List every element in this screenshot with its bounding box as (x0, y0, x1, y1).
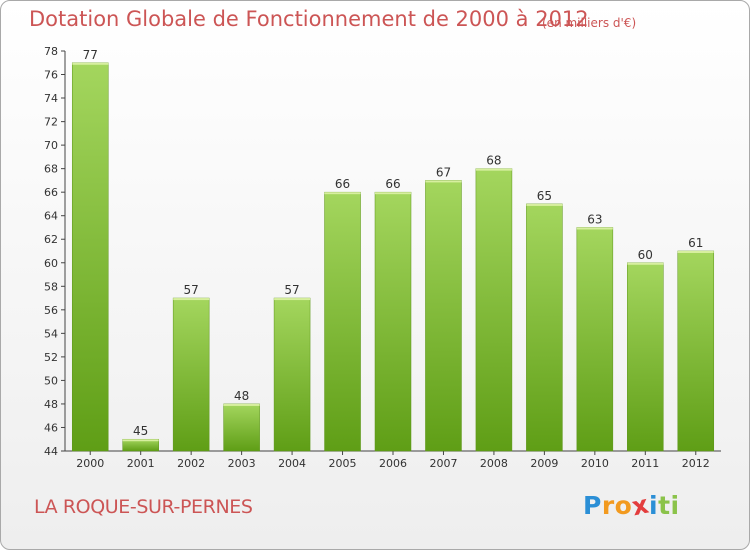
bar-chart: 44 46 48 50 52 54 56 58 60 62 64 66 68 70 72 74 76 78 2000… (44, 45, 721, 470)
x-tick-label: 2008 (480, 457, 508, 470)
bar-highlight (122, 439, 159, 442)
bar-2004 (273, 297, 311, 452)
bar-highlight (72, 62, 109, 65)
logo-letter: o (614, 491, 633, 520)
y-tick-label: 68 (44, 163, 58, 176)
y-tick-label: 72 (44, 116, 58, 129)
bar-2005 (324, 191, 361, 452)
axes: 44 46 48 50 52 54 56 58 60 62 64 66 68 70 72 74 76 78 2000… (44, 45, 721, 470)
x-tick-label: 2005 (329, 457, 357, 470)
x-tick-label: 2002 (177, 457, 205, 470)
data-label-2003: 48 (234, 389, 249, 403)
x-tick-label: 2010 (581, 457, 609, 470)
bar-2006 (374, 191, 412, 452)
y-tick-label: 60 (44, 257, 58, 270)
bar-2003 (223, 403, 260, 452)
data-label-2010: 63 (587, 212, 602, 226)
x-tick-label: 2011 (631, 457, 659, 470)
bar-highlight (274, 298, 311, 301)
y-tick-label: 54 (44, 327, 58, 340)
bar-highlight (627, 262, 664, 265)
y-tick-label: 78 (44, 45, 58, 58)
y-tick-label: 46 (44, 421, 58, 434)
bar-highlight (677, 251, 714, 253)
logo-letter: i (670, 491, 680, 520)
bar-highlight (576, 227, 613, 230)
y-tick-label: 56 (44, 304, 58, 317)
data-label-2000: 77 (83, 48, 98, 62)
x-tick-label: 2004 (278, 457, 306, 470)
bar-highlight (375, 192, 411, 195)
x-tick-label: 2003 (228, 457, 256, 470)
data-label-2004: 57 (284, 283, 299, 297)
bar-highlight (223, 403, 260, 406)
x-tick-label: 2006 (379, 457, 407, 470)
x-tick-label: 2012 (682, 457, 710, 470)
bar-2009 (526, 203, 563, 452)
bar-2012 (677, 250, 715, 452)
x-tick-label: 2001 (127, 457, 155, 470)
bars (71, 62, 715, 452)
proxiti-logo[interactable]: Proxiti (583, 490, 680, 522)
data-label-2011: 60 (638, 248, 653, 262)
bar-highlight (475, 168, 512, 171)
y-tick-label: 52 (44, 351, 58, 364)
value-labels: 77 45 57 48 57 66 66 67 68 65 63 60 61 (83, 48, 704, 438)
chart-subtitle: (en milliers d'€) (542, 16, 637, 30)
y-tick-label: 70 (44, 139, 58, 152)
x-tick-label: 2007 (429, 457, 457, 470)
logo-letter: P (583, 491, 602, 520)
logo-letter: t (658, 491, 671, 520)
bar-highlight (526, 203, 563, 206)
data-label-2006: 66 (385, 177, 400, 191)
y-tick-label: 62 (44, 233, 58, 246)
data-label-2005: 66 (335, 177, 350, 191)
data-label-2008: 68 (486, 154, 501, 168)
y-tick-label: 50 (44, 374, 58, 387)
bar-2007 (425, 180, 462, 452)
logo-letter: r (601, 491, 615, 520)
bar-2011 (627, 262, 664, 452)
y-tick-label: 44 (44, 445, 58, 458)
bar-highlight (173, 298, 210, 301)
y-tick-label: 48 (44, 398, 58, 411)
data-label-2001: 45 (133, 424, 148, 438)
y-tick-label: 58 (44, 280, 58, 293)
data-label-2007: 67 (436, 165, 451, 179)
bar-2002 (172, 297, 210, 452)
data-label-2002: 57 (184, 283, 199, 297)
data-label-2009: 65 (537, 189, 552, 203)
bar-2000 (71, 62, 109, 452)
y-tick-label: 66 (44, 186, 58, 199)
y-tick-label: 74 (44, 92, 58, 105)
bar-2010 (576, 227, 614, 452)
x-tick-label: 2009 (530, 457, 558, 470)
y-tick-label: 76 (44, 69, 58, 82)
x-tick-label: 2000 (76, 457, 104, 470)
bar-highlight (425, 180, 462, 183)
commune-name: LA ROQUE-SUR-PERNES (34, 496, 253, 518)
chart-title: Dotation Globale de Fonctionnement de 20… (29, 7, 589, 31)
logo-letter: i (649, 491, 659, 520)
bar-2008 (475, 168, 513, 452)
data-label-2012: 61 (688, 236, 703, 250)
bar-highlight (324, 192, 361, 195)
y-tick-label: 64 (44, 210, 58, 223)
